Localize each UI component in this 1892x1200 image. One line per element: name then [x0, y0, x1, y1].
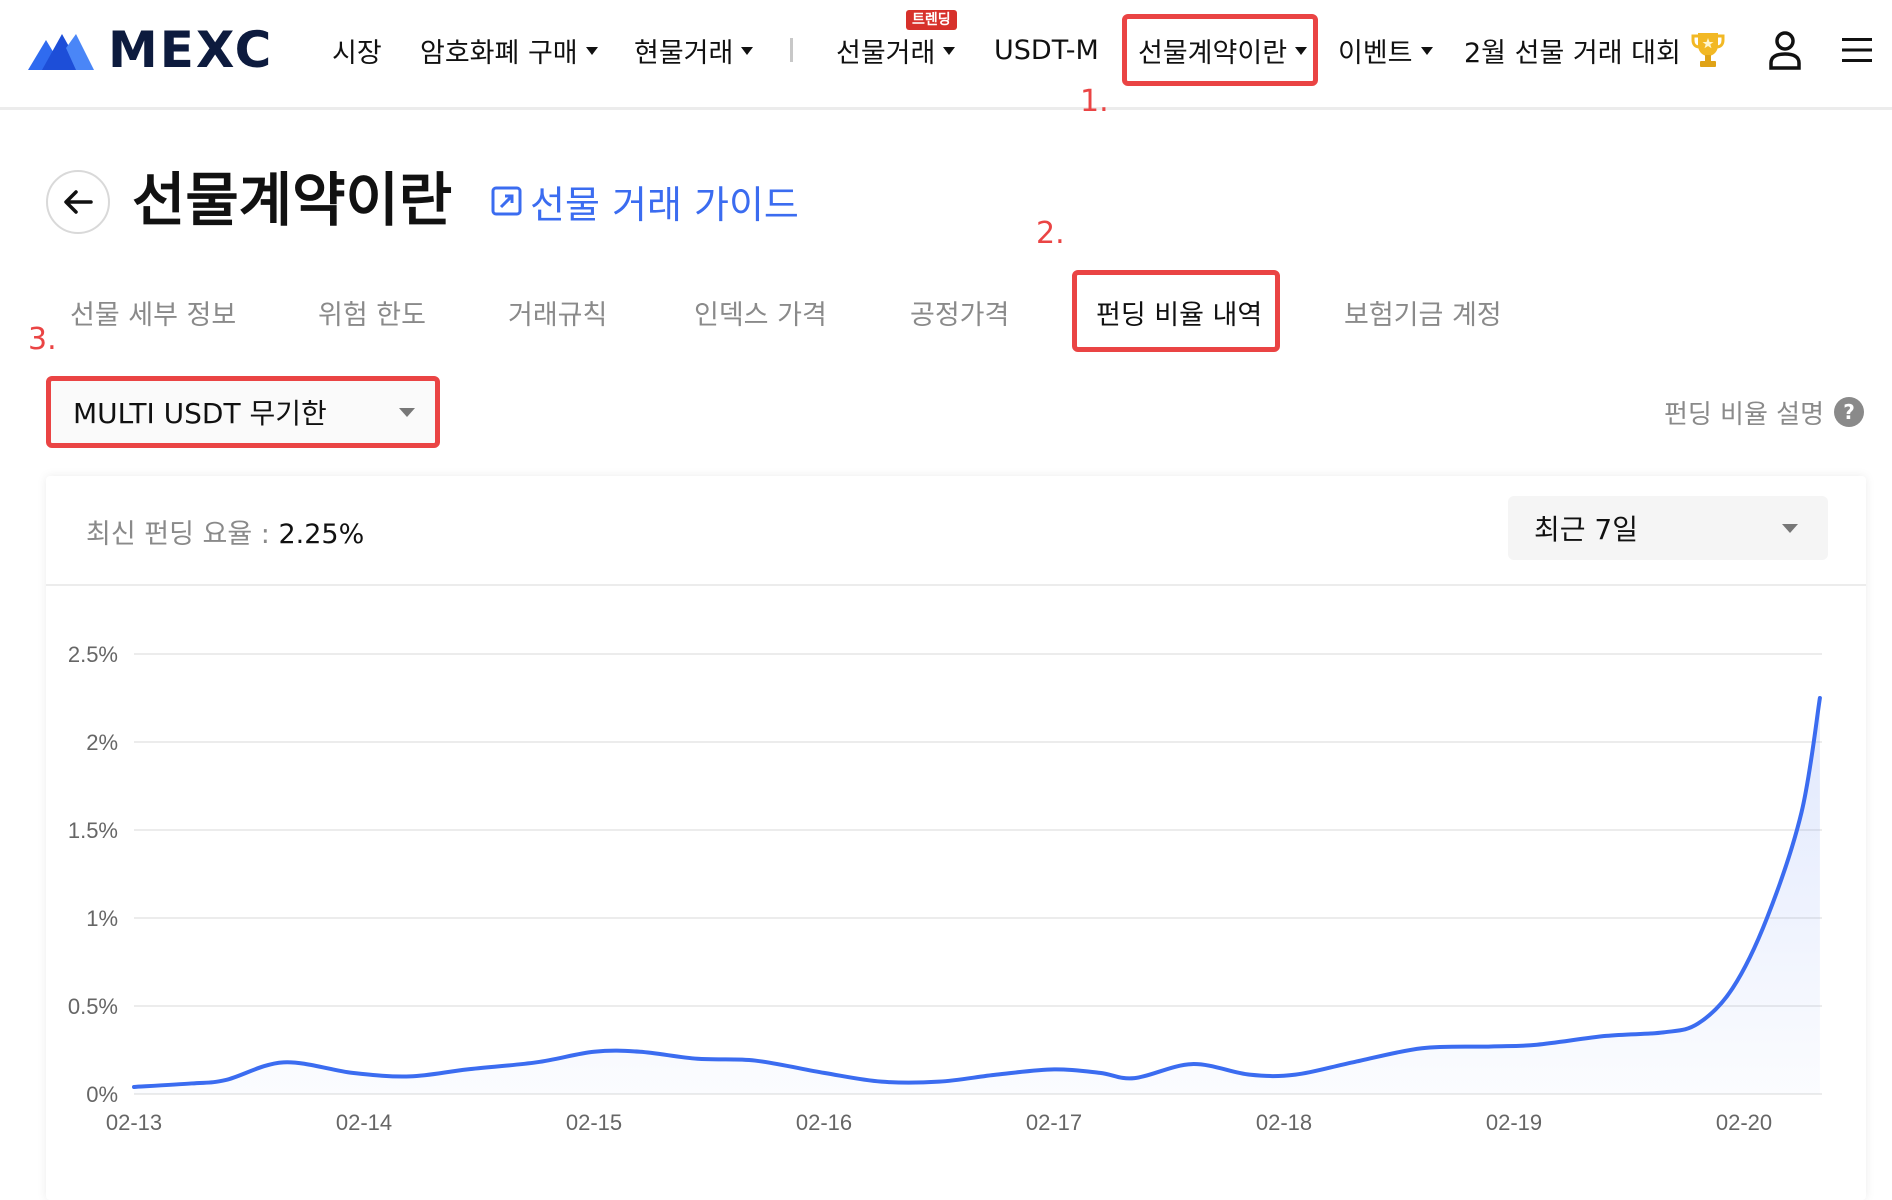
- tab-trading-rules[interactable]: 거래규칙: [508, 299, 608, 331]
- trophy-icon: [1691, 33, 1725, 67]
- x-tick-label: 02-16: [796, 1110, 852, 1135]
- top-navigation-bar: MEXC 시장 암호화폐 구매 현물거래 트렌딩 선물거래 USDT-M 선물계…: [0, 0, 1892, 119]
- futures-guide-link-label: 선물 거래 가이드: [530, 182, 799, 227]
- help-icon: ?: [1834, 397, 1864, 427]
- y-tick-label: 0.5%: [68, 994, 118, 1019]
- step-2-annotation: 2.: [1036, 216, 1065, 251]
- nav-competition-label: 2월 선물 거래 대회: [1464, 37, 1681, 69]
- nav-futures-label: 선물거래: [836, 37, 936, 69]
- step-1-annotation: 1.: [1080, 84, 1109, 119]
- latest-funding-rate-value: 2.25%: [278, 519, 365, 550]
- caret-down-icon: [1782, 523, 1798, 533]
- funding-rate-explanation-label: 펀딩 비율 설명: [1663, 399, 1824, 430]
- step-3-annotation: 3.: [28, 322, 57, 357]
- x-tick-label: 02-20: [1716, 1110, 1772, 1135]
- nav-spot-label: 현물거래: [634, 37, 734, 69]
- logo-text: MEXC: [108, 21, 274, 79]
- series-line: [132, 696, 1822, 1089]
- nav-futures[interactable]: 선물거래: [836, 30, 956, 70]
- latest-funding-rate: 최신 펀딩 요율 : 2.25%: [86, 512, 364, 551]
- nav-spot[interactable]: 현물거래: [634, 30, 754, 70]
- x-tick-label: 02-15: [566, 1110, 622, 1135]
- nav-competition[interactable]: 2월 선물 거래 대회: [1464, 30, 1725, 70]
- chevron-down-icon: [1295, 47, 1308, 55]
- chevron-down-icon: [741, 47, 754, 55]
- series-area: [134, 698, 1820, 1094]
- funding-rate-explanation-link[interactable]: 펀딩 비율 설명 ?: [1664, 392, 1864, 432]
- nav-market-label: 시장: [332, 37, 382, 69]
- trending-badge: 트렌딩: [906, 10, 957, 30]
- tab-funding-rate-history[interactable]: 펀딩 비율 내역: [1096, 299, 1263, 331]
- nav-usdt-m-label: USDT-M: [994, 34, 1099, 66]
- back-button[interactable]: [46, 170, 110, 234]
- funding-rate-chart[interactable]: 0% 0.5% 1% 1.5% 2% 2.5% 02-13 02-14 02-15 02-16 02…: [46, 586, 1866, 1200]
- y-tick-label: 2.5%: [68, 642, 118, 667]
- user-icon[interactable]: [1768, 30, 1802, 70]
- nav-futures-info-label: 선물계약이란: [1138, 37, 1288, 69]
- tab-futures-details[interactable]: 선물 세부 정보: [70, 299, 237, 331]
- hamburger-menu-icon[interactable]: [1842, 36, 1872, 64]
- x-tick-label: 02-14: [336, 1110, 392, 1135]
- nav-market[interactable]: 시장: [332, 30, 382, 70]
- mexc-logo-mark-icon: [28, 34, 94, 70]
- nav-usdt-m[interactable]: USDT-M: [994, 30, 1099, 70]
- y-tick-label: 1.5%: [68, 818, 118, 843]
- nav-separator: [790, 38, 793, 62]
- chevron-down-icon: [585, 47, 598, 55]
- contract-select[interactable]: MULTI USDT 무기한: [46, 376, 440, 448]
- period-select-value: 최근 7일: [1534, 513, 1638, 546]
- card-divider: [46, 584, 1866, 586]
- mexc-logo[interactable]: MEXC: [28, 21, 274, 79]
- x-tick-label: 02-13: [106, 1110, 162, 1135]
- nav-events-label: 이벤트: [1338, 37, 1413, 69]
- arrow-left-icon: [64, 190, 93, 214]
- period-select[interactable]: 최근 7일: [1508, 496, 1828, 560]
- highlight-box-tab: [1072, 270, 1280, 352]
- chevron-down-icon: [943, 47, 956, 55]
- tab-insurance-fund[interactable]: 보험기금 계정: [1344, 299, 1502, 331]
- x-tick-label: 02-19: [1486, 1110, 1542, 1135]
- nav-futures-info[interactable]: 선물계약이란: [1138, 30, 1308, 70]
- x-tick-label: 02-17: [1026, 1110, 1082, 1135]
- y-tick-label: 1%: [86, 906, 118, 931]
- tab-index-price[interactable]: 인덱스 가격: [694, 299, 827, 331]
- nav-events[interactable]: 이벤트: [1338, 30, 1433, 70]
- x-tick-label: 02-18: [1256, 1110, 1312, 1135]
- tab-fair-price[interactable]: 공정가격: [910, 299, 1010, 331]
- latest-funding-rate-label: 최신 펀딩 요율 :: [86, 519, 270, 550]
- caret-down-icon: [399, 407, 415, 417]
- funding-rate-chart-card: 최신 펀딩 요율 : 2.25% 최근 7일 0% 0.5% 1% 1.5% 2% 2.5…: [46, 476, 1866, 1200]
- contract-select-value: MULTI USDT 무기한: [73, 397, 327, 430]
- chevron-down-icon: [1420, 47, 1433, 55]
- highlight-box-nav: [1122, 14, 1318, 86]
- nav-buy-crypto-label: 암호화폐 구매: [420, 37, 578, 69]
- page-title: 선물계약이란: [132, 166, 453, 234]
- y-tick-label: 0%: [86, 1082, 118, 1107]
- y-tick-label: 2%: [86, 730, 118, 755]
- futures-guide-link[interactable]: 선물 거래 가이드: [490, 178, 799, 227]
- nav-buy-crypto[interactable]: 암호화폐 구매: [420, 30, 598, 70]
- external-guide-icon: [491, 186, 522, 216]
- tab-risk-limit[interactable]: 위험 한도: [318, 299, 426, 331]
